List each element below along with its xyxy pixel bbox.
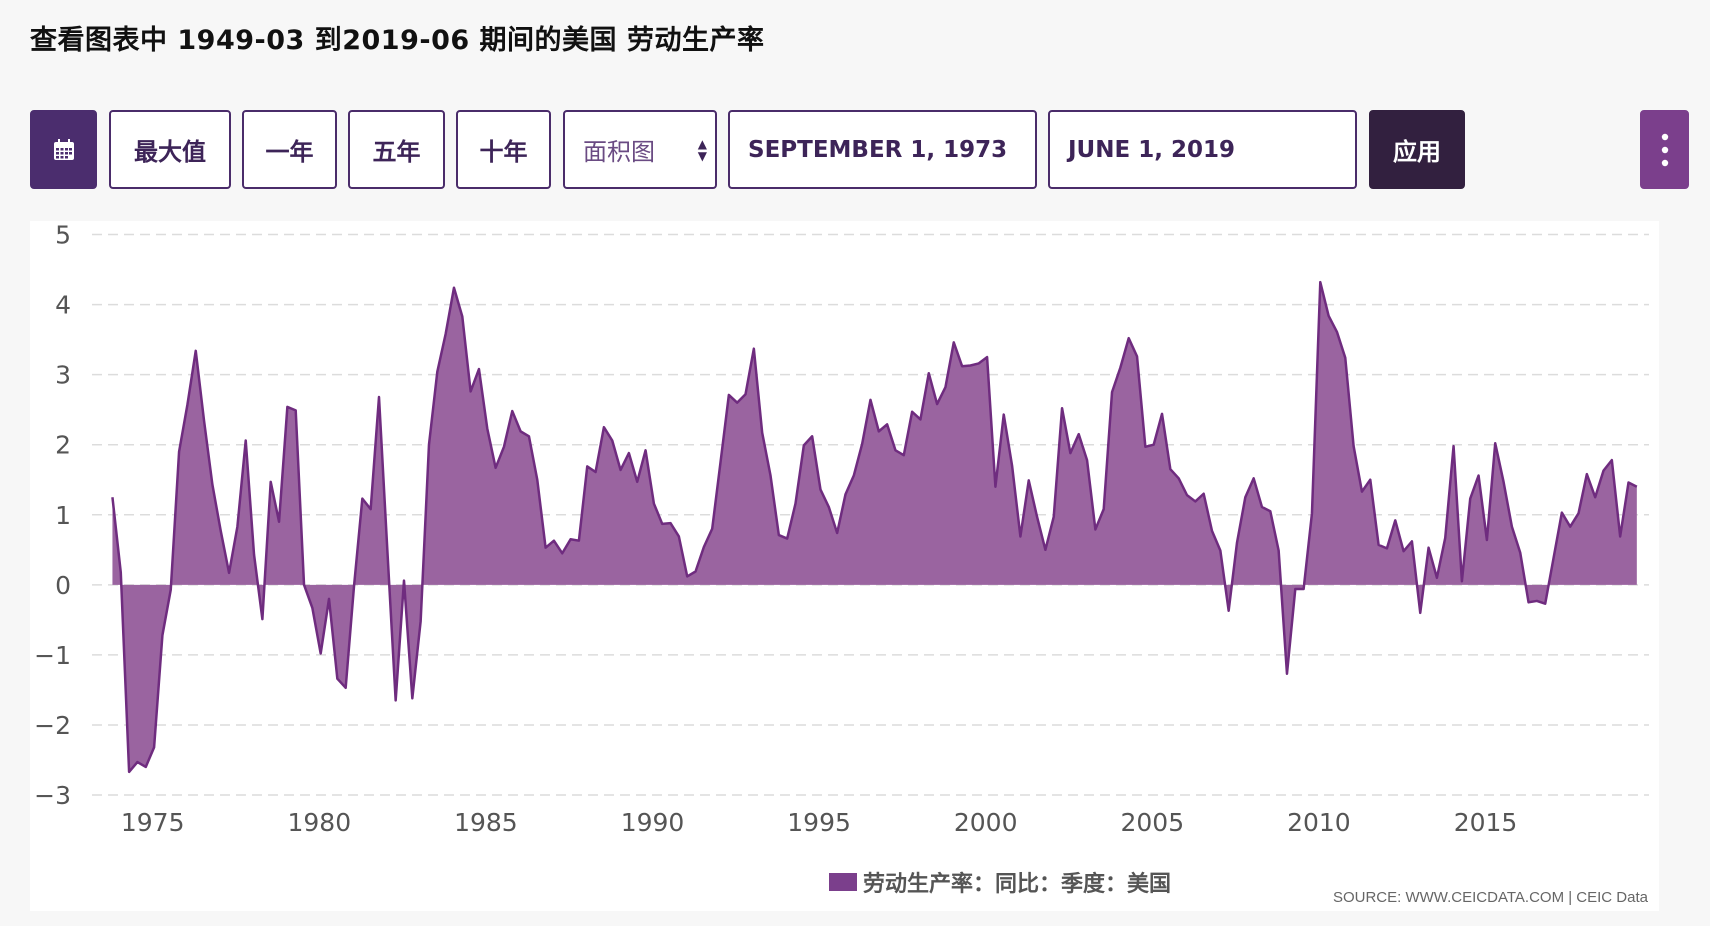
range-1y-button[interactable]: 一年 [242,110,337,189]
y-tick-label: −3 [34,781,71,810]
chart-type-value: 面积图 [583,138,655,166]
area-fill [112,282,1637,772]
x-tick-label: 1985 [454,808,518,837]
y-tick-label: 2 [55,431,71,460]
updown-arrows-icon: ▲ ▼ [697,136,707,163]
x-tick-label: 2010 [1287,808,1351,837]
vertical-dots-icon [1661,133,1668,166]
x-tick-label: 2005 [1120,808,1184,837]
apply-button[interactable]: 应用 [1369,110,1465,189]
series-line [111,280,1638,774]
calendar-icon [53,138,74,160]
more-menu-button[interactable] [1640,110,1689,189]
y-tick-label: −2 [34,711,71,740]
x-tick-label: 1975 [121,808,185,837]
page-title: 查看图表中 1949-03 到2019-06 期间的美国 劳动生产率 [30,25,765,56]
calendar-button[interactable] [30,110,97,189]
y-tick-label: −1 [34,641,71,670]
x-tick-label: 1990 [621,808,685,837]
legend[interactable]: 劳动生产率：同比：季度：美国 [829,866,1171,898]
legend-swatch [829,873,857,891]
y-tick-label: 5 [55,221,71,250]
x-tick-label: 1995 [787,808,851,837]
y-tick-label: 1 [55,501,71,530]
y-tick-label: 3 [55,361,71,390]
range-max-button[interactable]: 最大值 [109,110,231,189]
range-5y-button[interactable]: 五年 [348,110,445,189]
y-tick-label: 4 [55,291,71,320]
x-tick-label: 2000 [954,808,1018,837]
legend-label: 劳动生产率：同比：季度：美国 [863,872,1172,897]
x-tick-label: 1980 [287,808,351,837]
y-tick-label: 0 [55,571,71,600]
end-date-input[interactable]: JUNE 1, 2019 [1048,110,1357,189]
chart-type-select[interactable]: 面积图 ▲ ▼ [563,110,717,189]
source-note: SOURCE: WWW.CEICDATA.COM | CEIC Data [1332,889,1648,906]
x-tick-label: 2015 [1454,808,1518,837]
range-10y-button[interactable]: 十年 [456,110,551,189]
start-date-input[interactable]: SEPTEMBER 1, 1973 [728,110,1037,189]
